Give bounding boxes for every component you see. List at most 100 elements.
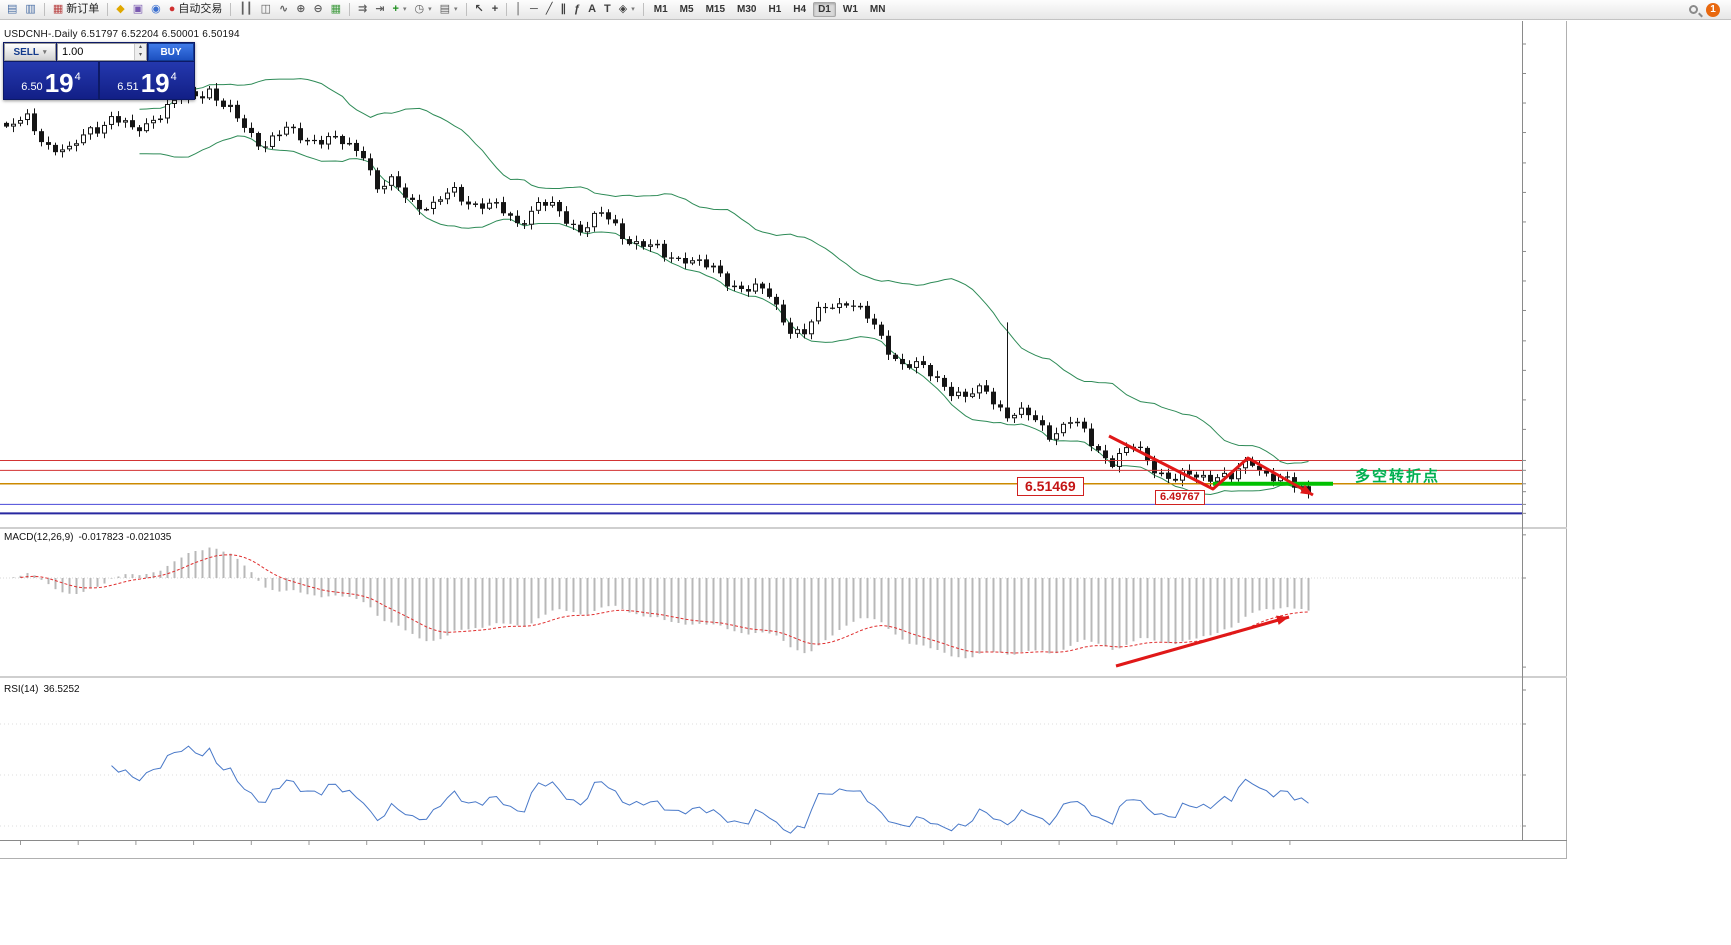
dropdown-icon: ▾	[402, 6, 407, 13]
autotrading-icon-glyph: ●	[168, 3, 176, 15]
history-center-icon[interactable]: ▣	[129, 1, 147, 18]
line-chart-icon-glyph: ∿	[279, 3, 289, 15]
new-order-icon[interactable]: ▦ 新订单	[49, 1, 103, 18]
timeframe-H1[interactable]: H1	[768, 4, 782, 15]
sell-dropdown-icon: ▾	[43, 49, 47, 56]
one-click-trade-panel: SELL ▾ ▴ ▾ BUY 6.50 19 4 6.51 19 4	[3, 42, 195, 100]
bars-chart-icon[interactable]: ┃┃	[235, 1, 256, 18]
shapes-icon[interactable]: ◈ ▾	[615, 1, 639, 18]
channel-icon-glyph: ∥	[560, 3, 566, 15]
autotrading-icon-text: 自动交易	[178, 3, 223, 15]
buy-price-big: 6.51	[117, 81, 139, 93]
timeframe-M5[interactable]: M5	[679, 4, 694, 15]
label-icon-glyph: T	[604, 3, 611, 15]
timeframe-MN[interactable]: MN	[869, 4, 886, 15]
templates-icon-glyph: ▤	[439, 3, 450, 15]
sell-price-tile[interactable]: 6.50 19 4	[4, 62, 98, 99]
tile-windows-icon-glyph: ▦	[330, 3, 342, 15]
horizontal-line-icon[interactable]: ─	[526, 1, 542, 18]
zoom-out-icon[interactable]: ⊖	[309, 1, 326, 18]
vertical-line-icon[interactable]: │	[511, 1, 526, 18]
macd-indicator-label: MACD(12,26,9) -0.017823 -0.021035	[4, 532, 171, 543]
rsi-value: 36.5252	[43, 684, 80, 695]
price-callout-1[interactable]: 6.51469	[1017, 477, 1084, 496]
volume-stepper[interactable]: ▴ ▾	[134, 44, 146, 60]
search-icon[interactable]	[1689, 5, 1698, 14]
volume-down-icon[interactable]: ▾	[135, 52, 146, 60]
toolbar-separator	[349, 3, 351, 16]
line-chart-icon[interactable]: ∿	[275, 1, 292, 18]
trendline-icon-glyph: ╱	[545, 3, 553, 15]
timeframe-M15[interactable]: M15	[705, 4, 726, 15]
timeframe-W1[interactable]: W1	[842, 4, 858, 15]
market-watch-icon[interactable]: ◉	[147, 1, 165, 18]
price-callout-2[interactable]: 6.49767	[1155, 490, 1205, 505]
vertical-line-icon-glyph: │	[515, 3, 523, 15]
candlestick-chart-icon-glyph: ◫	[260, 3, 272, 15]
tile-windows-icon[interactable]: ▦	[327, 1, 345, 18]
macd-name: MACD(12,26,9)	[4, 532, 74, 543]
chart-profiles-icon-glyph: ▥	[25, 3, 36, 15]
auto-scroll-icon-glyph: ⇉	[358, 3, 368, 15]
cursor-icon[interactable]: ↖	[471, 1, 488, 18]
templates-icon[interactable]: ▤ ▾	[436, 1, 462, 18]
sell-button[interactable]: SELL ▾	[4, 43, 56, 61]
timeframe-D1[interactable]: D1	[813, 2, 836, 17]
buy-price-pips: 19	[140, 68, 170, 98]
macd-values: -0.017823 -0.021035	[78, 532, 172, 543]
autotrading-icon[interactable]: ● 自动交易	[165, 1, 227, 18]
metaeditor-icon-glyph: ◆	[116, 3, 125, 15]
pivot-point-annotation[interactable]: 多空转折点	[1355, 468, 1441, 485]
toolbar-separator	[107, 3, 109, 16]
buy-price-tile[interactable]: 6.51 19 4	[100, 62, 194, 99]
fibonacci-icon[interactable]: ƒ	[570, 1, 584, 18]
horizontal-line-icon-glyph: ─	[530, 3, 538, 15]
toolbar-separator	[230, 3, 232, 16]
new-chart-icon-glyph: ▤	[7, 3, 18, 15]
zoom-in-icon-glyph: ⊕	[296, 3, 306, 15]
periods-icon[interactable]: ◷ ▾	[410, 1, 435, 18]
toolbar-right-group: 1	[1689, 2, 1728, 17]
crosshair-icon[interactable]: +	[488, 1, 502, 18]
timeframe-M30[interactable]: M30	[737, 4, 757, 15]
chart-profiles-icon[interactable]: ▥	[21, 1, 39, 18]
auto-scroll-icon[interactable]: ⇉	[354, 1, 371, 18]
dropdown-icon: ▾	[428, 6, 432, 13]
indicators-add-icon[interactable]: + ▾	[389, 1, 411, 18]
chart-ohlc-header: USDCNH-.Daily 6.51797 6.52204 6.50001 6.…	[4, 29, 240, 40]
new-chart-icon[interactable]: ▤	[3, 1, 21, 18]
shapes-icon-glyph: ◈	[618, 3, 628, 15]
rsi-indicator-label: RSI(14) 36.5252	[4, 684, 80, 695]
zoom-in-icon[interactable]: ⊕	[292, 1, 309, 18]
timeframe-M1[interactable]: M1	[653, 4, 668, 15]
sell-price-big: 6.50	[21, 81, 43, 93]
sell-button-label: SELL	[13, 46, 40, 58]
indicators-add-icon-glyph: +	[392, 3, 399, 15]
volume-up-icon[interactable]: ▴	[135, 44, 146, 52]
chart-shift-icon[interactable]: ⇥	[371, 1, 388, 18]
notifications-badge[interactable]: 1	[1706, 2, 1720, 17]
main-toolbar: ▤ ▥ ▦ 新订单 ◆ ▣ ◉ ● 自动交易 ┃┃ ◫ ∿ ⊕ ⊖ ▦ ⇉ ⇥ + ▾ ◷ ▾ ▤ ▾ ↖ + │ ─ ╱ ∥ ƒ A T ◈ ▾…	[0, 0, 1731, 20]
volume-input[interactable]	[58, 44, 134, 60]
buy-button[interactable]: BUY	[148, 43, 194, 61]
sell-price-pips: 19	[44, 68, 74, 98]
history-center-icon-glyph: ▣	[132, 3, 144, 15]
dropdown-icon: ▾	[454, 6, 458, 13]
text-icon[interactable]: A	[584, 1, 600, 18]
trendline-icon[interactable]: ╱	[542, 1, 557, 18]
rsi-name: RSI(14)	[4, 684, 39, 695]
chart-shift-icon-glyph: ⇥	[375, 3, 385, 15]
bars-chart-icon-glyph: ┃┃	[239, 3, 253, 15]
timeframe-H4[interactable]: H4	[793, 4, 807, 15]
label-icon[interactable]: T	[600, 1, 615, 18]
buy-price-pipette: 4	[170, 71, 177, 83]
toolbar-separator	[43, 3, 45, 16]
new-order-icon-text: 新订单	[66, 3, 100, 15]
crosshair-icon-glyph: +	[491, 3, 499, 15]
candlestick-chart-icon[interactable]: ◫	[257, 1, 275, 18]
text-icon-glyph: A	[588, 3, 597, 15]
channel-icon[interactable]: ∥	[556, 1, 570, 18]
fibonacci-icon-glyph: ƒ	[573, 3, 581, 15]
metaeditor-icon[interactable]: ◆	[112, 1, 128, 18]
